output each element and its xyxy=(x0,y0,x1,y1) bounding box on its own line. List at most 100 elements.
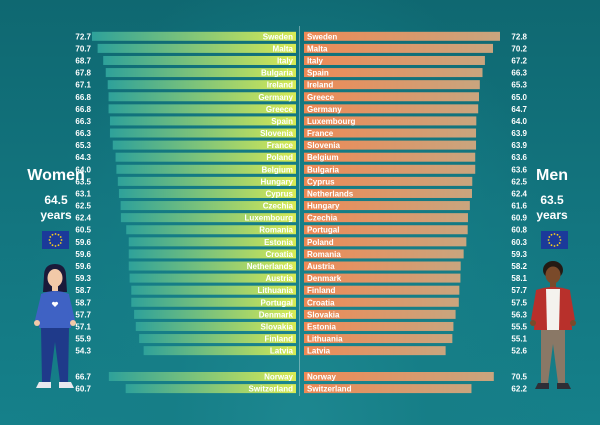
women-bar xyxy=(131,297,296,307)
women-value-label: 58.7 xyxy=(75,298,91,307)
men-bar xyxy=(304,116,477,126)
men-title: Men xyxy=(536,167,568,184)
men-bar xyxy=(304,334,453,344)
women-country-label: Czechia xyxy=(263,202,294,211)
men-bar xyxy=(304,321,454,331)
women-value-label: 60.7 xyxy=(75,385,91,394)
men-value-label: 55.1 xyxy=(511,335,527,344)
men-bar xyxy=(304,372,494,381)
women-country-label: Netherlands xyxy=(247,262,294,271)
women-country-label: Austria xyxy=(265,274,293,283)
women-country-label: Hungary xyxy=(261,177,294,186)
men-bar xyxy=(304,188,472,198)
men-country-label: Germany xyxy=(307,105,342,114)
women-value-label: 67.8 xyxy=(75,69,91,78)
women-summary: Women 64.5 years xyxy=(16,167,96,222)
women-country-label: Portugal xyxy=(261,298,293,307)
women-country-label: Croatia xyxy=(265,250,293,259)
women-bar xyxy=(118,188,296,198)
women-bar xyxy=(143,346,296,356)
men-country-label: Finland xyxy=(307,286,336,295)
men-bar xyxy=(304,225,468,235)
men-value-label: 62.4 xyxy=(511,189,527,198)
men-bar xyxy=(304,201,470,211)
men-country-label: Estonia xyxy=(307,322,336,331)
men-bar xyxy=(304,285,460,295)
women-value-label: 57.1 xyxy=(75,322,91,331)
women-bar xyxy=(103,55,296,65)
women-value-label: 58.7 xyxy=(75,286,91,295)
men-value-label: 65.0 xyxy=(511,93,527,102)
men-country-label: Cyprus xyxy=(307,177,335,186)
men-value-label: 62.5 xyxy=(511,177,527,186)
men-country-label: Hungary xyxy=(307,202,340,211)
men-bar xyxy=(304,152,476,162)
men-value-label: 63.9 xyxy=(511,141,527,150)
women-bar xyxy=(97,43,296,53)
men-value-label: 60.9 xyxy=(511,214,527,223)
women-value-label: 66.3 xyxy=(75,129,91,138)
men-value-label: 58.1 xyxy=(511,274,527,283)
men-bar xyxy=(304,249,464,259)
women-bar xyxy=(109,128,297,138)
men-country-label: France xyxy=(307,129,334,138)
women-country-label: Finland xyxy=(265,335,294,344)
woman-figure-icon xyxy=(34,264,76,388)
women-value-label: 59.3 xyxy=(75,274,91,283)
men-value-label: 62.2 xyxy=(511,385,527,394)
women-value-label: 64.0 xyxy=(75,165,91,174)
men-bar xyxy=(304,68,483,78)
men-value-label: 67.2 xyxy=(511,56,527,65)
men-country-label: Austria xyxy=(307,262,335,271)
men-bar xyxy=(304,80,480,90)
women-country-label: Estonia xyxy=(264,238,293,247)
women-bar xyxy=(139,334,296,344)
men-country-label: Latvia xyxy=(307,347,331,356)
women-bar xyxy=(129,273,296,283)
men-bar xyxy=(304,43,493,53)
women-country-label: Norway xyxy=(264,373,293,382)
men-value-label: 60.8 xyxy=(511,226,527,235)
women-bar xyxy=(112,140,296,150)
men-value-label: 60.3 xyxy=(511,238,527,247)
men-bar xyxy=(304,346,446,356)
women-value-label: 55.9 xyxy=(75,335,91,344)
women-bar xyxy=(108,372,296,381)
women-bar xyxy=(115,152,296,162)
men-value-label: 66.3 xyxy=(511,69,527,78)
women-country-label: Poland xyxy=(266,153,293,162)
men-value-label: 63.9 xyxy=(511,129,527,138)
women-value-label: 66.8 xyxy=(75,93,91,102)
men-country-label: Greece xyxy=(307,93,335,102)
women-average-value: 64.5 xyxy=(44,193,68,207)
women-bar xyxy=(107,80,297,90)
men-bar xyxy=(304,309,456,319)
men-country-label: Czechia xyxy=(307,214,338,223)
women-bar xyxy=(135,321,296,331)
women-value-label: 65.3 xyxy=(75,141,91,150)
women-country-label: Italy xyxy=(277,56,294,65)
men-country-label: Denmark xyxy=(307,274,342,283)
women-bar xyxy=(125,384,296,394)
men-bar xyxy=(304,140,477,150)
women-bar xyxy=(134,309,296,319)
women-bar xyxy=(128,249,296,259)
women-bar xyxy=(116,164,296,174)
men-value-label: 58.2 xyxy=(511,262,527,271)
men-summary: Men 63.5 years xyxy=(512,167,592,222)
women-value-label: 62.4 xyxy=(75,214,91,223)
women-bar xyxy=(128,237,296,247)
women-bar xyxy=(117,176,296,186)
women-value-label: 66.8 xyxy=(75,105,91,114)
women-bar xyxy=(108,92,296,102)
men-country-label: Italy xyxy=(307,56,324,65)
men-value-label: 63.6 xyxy=(511,165,527,174)
center-divider xyxy=(299,26,300,396)
women-country-label: Bulgaria xyxy=(261,69,294,78)
women-country-label: Greece xyxy=(266,105,294,114)
men-average-unit: years xyxy=(536,208,568,222)
women-value-label: 63.5 xyxy=(75,177,91,186)
women-bar xyxy=(105,68,296,78)
men-value-label: 59.3 xyxy=(511,250,527,259)
